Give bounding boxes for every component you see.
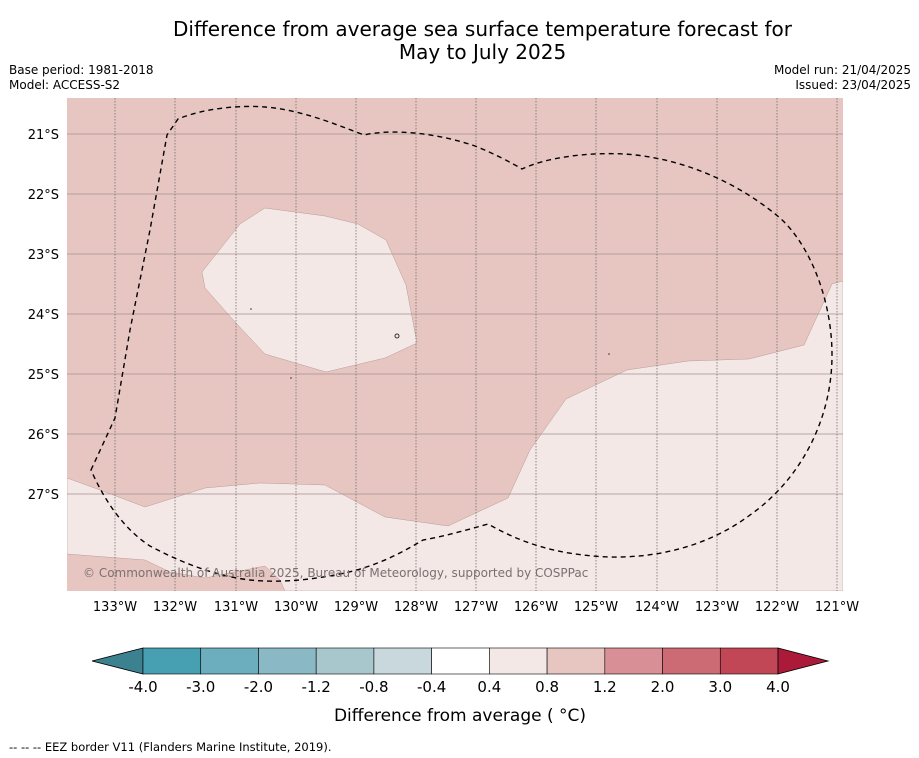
title-line-1: Difference from average sea surface temp… (172, 17, 792, 41)
colorbar-segment (200, 647, 259, 675)
island-dot (394, 333, 400, 339)
sst-band-patch-0-4-to-0-8 (201, 207, 418, 373)
colorbar-segment (315, 647, 375, 675)
lon-tick-label: 129°W (334, 600, 378, 615)
lon-tick-label: 127°W (454, 600, 498, 615)
meta-right: Model run: 21/04/2025 Issued: 23/04/2025 (774, 63, 911, 93)
colorbar-tick-label: 4.0 (766, 678, 790, 696)
meta-left: Base period: 1981-2018 Model: ACCESS-S2 (9, 63, 154, 93)
island-dot (250, 308, 252, 310)
lon-gridlines (114, 98, 838, 591)
colorbar-tick-label: -4.0 (128, 678, 157, 696)
colorbar-tick-labels: -4.0 -3.0 -2.0 -1.2 -0.8 -0.4 0.4 0.8 1.2 2.0 3.0 4… (128, 678, 790, 696)
colorbar-segment (489, 647, 548, 675)
lat-tick-label: 23°S (28, 248, 59, 263)
colorbar-segment (546, 647, 606, 675)
lon-tick-label: 121°W (815, 600, 859, 615)
lon-tick-label: 128°W (394, 600, 438, 615)
lon-tick-label: 122°W (755, 600, 799, 615)
colorbar-segment (373, 647, 432, 675)
colorbar-segment (662, 647, 721, 675)
colorbar-segment (431, 647, 490, 675)
colorbar-tick-label: -0.4 (417, 678, 446, 696)
colorbar-segment (604, 647, 663, 675)
lat-tick-label: 27°S (28, 488, 59, 503)
lon-tick-label: 124°W (635, 600, 679, 615)
map-area: © Commonwealth of Australia 2025, Bureau… (67, 98, 843, 591)
island-dot (290, 377, 292, 379)
colorbar-arrow-low (91, 647, 144, 675)
colorbar-tick-label: -1.2 (302, 678, 331, 696)
issued-date: Issued: 23/04/2025 (795, 78, 911, 92)
base-period: Base period: 1981-2018 (9, 63, 154, 77)
model-name: Model: ACCESS-S2 (9, 78, 121, 92)
colorbar-tick-label: 1.2 (593, 678, 617, 696)
lon-tick-label: 126°W (514, 600, 558, 615)
chart-title: Difference from average sea surface temp… (0, 18, 919, 64)
colorbar (91, 647, 830, 675)
colorbar-tick-label: 0.8 (535, 678, 559, 696)
lat-tick-labels: 21°S 22°S 23°S 24°S 25°S 26°S 27°S (28, 128, 59, 503)
lon-tick-label: 132°W (153, 600, 197, 615)
lat-tick-label: 21°S (28, 128, 59, 143)
colorbar-tick-label: -3.0 (186, 678, 215, 696)
lat-tick-label: 25°S (28, 368, 59, 383)
lon-tick-label: 131°W (214, 600, 258, 615)
colorbar-tick-label: -0.8 (359, 678, 388, 696)
model-run: Model run: 21/04/2025 (773, 63, 911, 77)
copyright-notice: © Commonwealth of Australia 2025, Bureau… (83, 566, 588, 580)
colorbar-segment (719, 647, 779, 675)
sst-band-lower-0-4-to-0-8 (67, 280, 843, 591)
colorbar-label: Difference from average ( °C) (334, 706, 586, 726)
lat-gridlines (67, 133, 843, 495)
colorbar-segment (258, 647, 317, 675)
colorbar-tick-label: 3.0 (708, 678, 732, 696)
colorbar-tick-label: 0.4 (477, 678, 501, 696)
lon-tick-label: 133°W (93, 600, 137, 615)
lon-tick-label: 125°W (574, 600, 618, 615)
island-dot (608, 353, 610, 355)
lat-tick-label: 26°S (28, 428, 59, 443)
colorbar-tick-label: 2.0 (651, 678, 675, 696)
eez-border (90, 105, 833, 582)
colorbar-arrow-high (777, 647, 830, 675)
title-line-2: May to July 2025 (398, 40, 567, 64)
lat-tick-label: 24°S (28, 308, 59, 323)
lon-tick-labels: 133°W 132°W 131°W 130°W 129°W 128°W 127°… (93, 600, 859, 615)
eez-footnote: -- -- -- EEZ border V11 (Flanders Marine… (9, 740, 332, 754)
lon-tick-label: 130°W (274, 600, 318, 615)
lon-tick-label: 123°W (695, 600, 739, 615)
lat-tick-label: 22°S (28, 188, 59, 203)
colorbar-segment (142, 647, 202, 675)
colorbar-tick-label: -2.0 (244, 678, 273, 696)
